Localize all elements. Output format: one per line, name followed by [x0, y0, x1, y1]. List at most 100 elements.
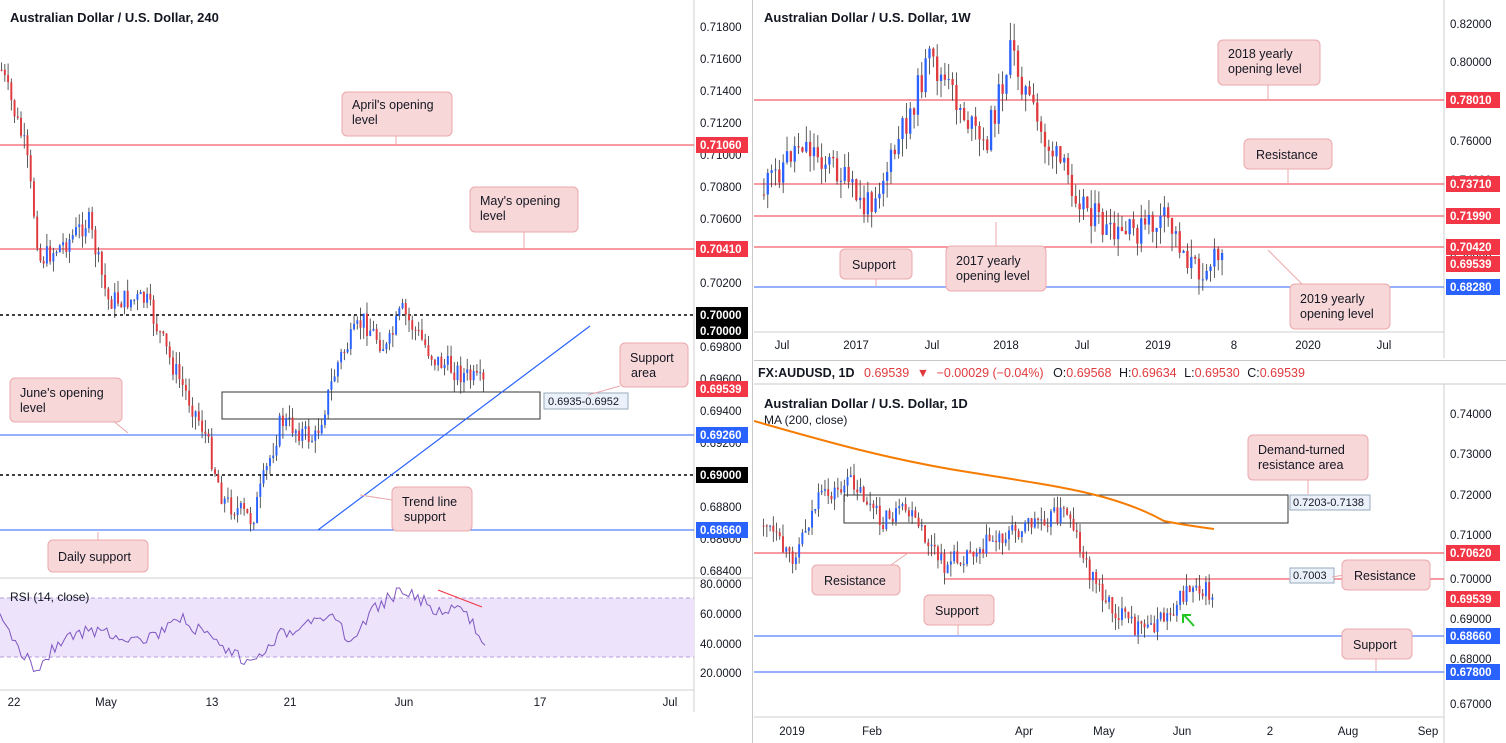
daily-ohlc-header: FX:AUDUSD, 1D 0.69539 ▼ −0.00029 (−0.04%…: [758, 366, 1305, 380]
candle-body: [936, 546, 939, 561]
candle-body: [110, 299, 113, 309]
candle-body: [78, 224, 81, 228]
candle-body: [191, 405, 194, 417]
rsi-axis[interactable]: 80.0000 60.0000 40.0000 20.0000: [700, 579, 742, 680]
candle-body: [443, 364, 446, 369]
candle-body: [181, 379, 184, 385]
candle-body: [223, 498, 226, 504]
price-tag-label: 0.68280: [1450, 282, 1492, 294]
candle-body: [42, 260, 45, 264]
weekly-chart[interactable]: Australian Dollar / U.S. Dollar, 1W 2018…: [754, 0, 1506, 360]
resistance-left-callout: Resistance: [811, 552, 909, 596]
candle-body: [862, 487, 865, 502]
candle-body: [97, 251, 100, 255]
candle-body: [823, 489, 826, 491]
price-tag-label: 0.67800: [1450, 667, 1492, 679]
candle-body: [769, 525, 772, 527]
price-tag: [1446, 239, 1500, 255]
support-right-callout: Support: [1341, 628, 1413, 671]
candle-body: [986, 139, 989, 151]
candle-body: [1020, 531, 1023, 538]
weekly-price-tags: 0.78010 0.73710 0.71990 0.70420 0.69539 0.682…: [1446, 92, 1500, 295]
candle-body: [100, 251, 103, 275]
weekly-2017-callout-text: 2017 yearly opening level: [956, 254, 1030, 283]
candle-body: [1175, 604, 1178, 616]
candle-body: [404, 303, 407, 315]
price-tag-label: 0.69539: [1450, 594, 1492, 606]
candle-body: [1024, 522, 1027, 532]
candle-body: [928, 48, 931, 59]
candle-body: [414, 329, 417, 331]
candle-body: [210, 436, 213, 470]
candle-body: [233, 514, 236, 516]
daily-change: −0.00029 (−0.04%): [937, 366, 1044, 380]
candle-body: [343, 352, 346, 354]
h4-chart-panel[interactable]: Australian Dollar / U.S. Dollar, 240 0.6…: [0, 0, 753, 743]
candle-body: [997, 84, 1000, 124]
price-tag-label: 0.70000: [700, 326, 742, 338]
candle-body: [1213, 248, 1216, 267]
h4-time-axis[interactable]: 22 May 13 21 Jun 17 Jul: [8, 697, 678, 709]
candle-body: [1001, 533, 1004, 544]
candle-body: [278, 415, 281, 446]
candle-body: [430, 356, 433, 360]
price-tick-label: 60.0000: [700, 609, 742, 621]
candle-body: [353, 323, 356, 330]
price-tag: [696, 241, 748, 257]
daily-chart[interactable]: FX:AUDUSD, 1D 0.69539 ▼ −0.00029 (−0.04%…: [754, 361, 1506, 743]
candle-body: [912, 108, 916, 115]
time-tick-label: Jun: [395, 697, 414, 709]
time-tick-label: 2020: [1295, 340, 1321, 352]
demand-callout-text: Demand-turned resistance area: [1258, 443, 1345, 472]
candle-body: [1130, 616, 1133, 619]
candle-body: [797, 146, 800, 148]
candle-body: [762, 525, 765, 527]
candle-body: [798, 544, 801, 558]
daily-chart-panel[interactable]: FX:AUDUSD, 1D 0.69539 ▼ −0.00029 (−0.04%…: [754, 361, 1506, 743]
candle-body: [835, 158, 839, 182]
candle-body: [1101, 212, 1104, 235]
candle-body: [446, 355, 449, 365]
candle-body: [272, 455, 275, 459]
time-tick-label: Jul: [663, 697, 678, 709]
june-callout: June's opening level: [9, 377, 129, 434]
price-tick-label: 0.71800: [700, 22, 742, 34]
price-tag: [696, 522, 748, 538]
weekly-resistance-callout: Resistance: [1243, 138, 1333, 183]
candle-body: [778, 169, 781, 183]
daily-price-axis[interactable]: 0.74000 0.73000 0.72000 0.71000 0.70000 0.690…: [1450, 409, 1492, 711]
weekly-time-axis[interactable]: Jul 2017 Jul 2018 Jul 2019 8 2020 Jul: [775, 340, 1392, 352]
candle-body: [256, 496, 259, 523]
weekly-chart-panel[interactable]: Australian Dollar / U.S. Dollar, 1W 2018…: [754, 0, 1506, 361]
candle-body: [230, 497, 233, 515]
price-tag-label: 0.71990: [1450, 211, 1492, 223]
candle-body: [924, 58, 927, 93]
candle-body: [1124, 608, 1127, 612]
weekly-2017-callout: 2017 yearly opening level: [945, 222, 1047, 292]
candle-body: [1163, 207, 1166, 216]
candle-body: [820, 490, 823, 493]
time-tick-label: 2: [1267, 726, 1273, 738]
h4-chart[interactable]: Australian Dollar / U.S. Dollar, 240 0.6…: [0, 0, 752, 743]
candle-body: [851, 179, 854, 183]
candle-body: [91, 211, 94, 230]
h4-price-axis[interactable]: 0.718000.716000.714000.712000.710000.708…: [700, 22, 742, 578]
candle-body: [1179, 590, 1182, 605]
candle-body: [420, 330, 423, 340]
candle-body: [1024, 86, 1027, 95]
candle-body: [188, 390, 191, 406]
price-tick-label: 40.0000: [700, 639, 742, 651]
candle-body: [807, 527, 810, 531]
candle-body: [974, 116, 977, 126]
candle-body: [1159, 215, 1162, 228]
candle-body: [469, 369, 472, 381]
candle-body: [214, 469, 216, 475]
candle-body: [1220, 253, 1224, 261]
daily-time-axis[interactable]: 2019 Feb Apr May Jun 2 Aug Sep: [779, 726, 1438, 738]
candle-body: [1186, 250, 1189, 269]
resistance-right-callout: Resistance: [1331, 559, 1431, 591]
candle-body: [869, 503, 872, 505]
price-tag-label: 0.68660: [700, 525, 742, 537]
weekly-price-axis[interactable]: 0.820000.800000.760000.740000.720000.700…: [1450, 19, 1492, 265]
candle-body: [333, 376, 336, 382]
